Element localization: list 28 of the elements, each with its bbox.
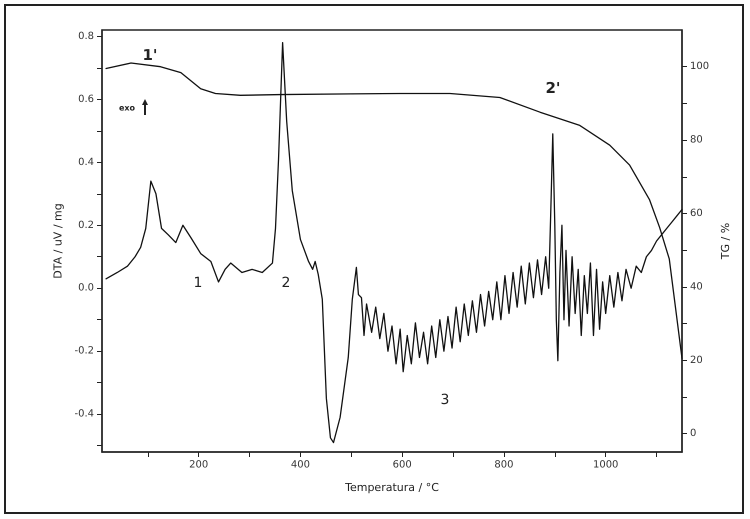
annotation: 2' [545, 79, 561, 97]
x-tick-label: 400 [290, 460, 310, 470]
line-series [105, 42, 683, 444]
y2-tick-label: 20 [690, 354, 703, 366]
y2-tick-label: 60 [690, 208, 703, 219]
annotation: 2 [282, 275, 290, 291]
x-tick-label: 1000 [592, 460, 618, 470]
y-tick-label: -0.4 [74, 408, 94, 420]
y2-tick-label: 40 [690, 281, 703, 292]
y-tick-label: 0.2 [78, 220, 94, 231]
annotation: 1' [142, 46, 158, 64]
y-axis-title: DTA / uV / mg [52, 203, 65, 279]
x-tick-label: 800 [494, 460, 514, 470]
y2-axis-title: TG / % [718, 222, 732, 260]
y-tick-label: 0.0 [78, 282, 94, 294]
y2-tick-label: 80 [690, 134, 703, 146]
x-tick-label: 200 [189, 460, 208, 470]
y-tick-label: 0.8 [78, 30, 94, 42]
x-tick-label: 600 [392, 460, 412, 470]
annotation: exo [118, 104, 136, 112]
y-tick-label: -0.2 [74, 346, 94, 357]
y-tick-label: 0.6 [78, 94, 94, 105]
y-tick-label: 0.4 [78, 156, 94, 168]
y2-tick-label: 100 [690, 61, 710, 72]
y2-tick-label: 0 [690, 428, 696, 440]
x-axis-title: Temperatura / °C [344, 481, 440, 494]
annotation: 1 [194, 275, 202, 291]
annotation: 3 [440, 392, 450, 408]
